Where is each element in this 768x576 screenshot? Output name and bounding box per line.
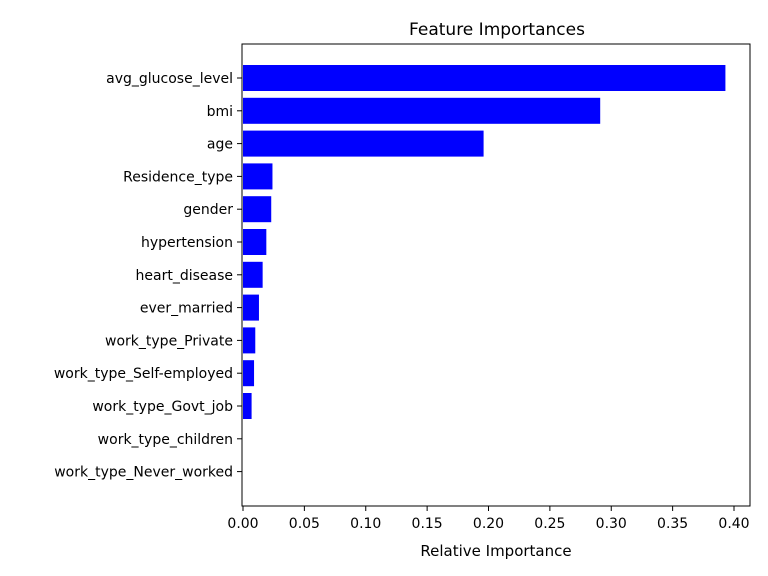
bar-work-type-private: [243, 327, 256, 354]
y-tick-label: work_type_Govt_job: [92, 399, 233, 415]
bar-bmi: [243, 97, 601, 124]
y-tick-label: work_type_Never_worked: [54, 465, 233, 481]
x-axis-label: Relative Importance: [420, 542, 571, 560]
y-tick-label: avg_glucose_level: [106, 71, 233, 87]
x-tick-label: 0.10: [350, 516, 381, 532]
y-tick-label: gender: [183, 202, 233, 218]
y-tick-label: hypertension: [141, 235, 233, 251]
x-tick-label: 0.35: [657, 516, 688, 532]
bar-residence-type: [243, 163, 273, 190]
bar-age: [243, 130, 484, 157]
x-tick-label: 0.40: [718, 516, 749, 532]
bars-layer: [243, 65, 726, 419]
chart-title: Feature Importances: [409, 20, 585, 40]
bar-ever-married: [243, 294, 259, 321]
x-tick-label: 0.15: [412, 516, 443, 532]
y-tick-label: work_type_Private: [105, 333, 233, 349]
bar-heart-disease: [243, 261, 263, 288]
x-tick-label: 0.20: [473, 516, 504, 532]
y-tick-label: bmi: [207, 104, 233, 120]
bar-work-type-self-employed: [243, 360, 255, 387]
y-tick-label: Residence_type: [123, 169, 233, 185]
y-tick-label: work_type_children: [98, 432, 233, 448]
y-tick-label: ever_married: [140, 301, 233, 317]
x-tick-label: 0.25: [534, 516, 565, 532]
bar-avg-glucose-level: [243, 65, 726, 91]
y-tick-label: age: [207, 137, 233, 153]
x-axis: 0.00 0.05 0.10 0.15 0.20 0.25 0.30 0.35 0.40: [227, 506, 750, 532]
y-tick-label: heart_disease: [136, 268, 233, 284]
y-tick-label: work_type_Self-employed: [54, 366, 233, 382]
bar-gender: [243, 196, 272, 223]
x-tick-label: 0.00: [227, 516, 258, 532]
bar-work-type-govt-job: [243, 393, 252, 419]
x-tick-label: 0.30: [596, 516, 627, 532]
bar-hypertension: [243, 229, 267, 255]
x-tick-label: 0.05: [289, 516, 320, 532]
